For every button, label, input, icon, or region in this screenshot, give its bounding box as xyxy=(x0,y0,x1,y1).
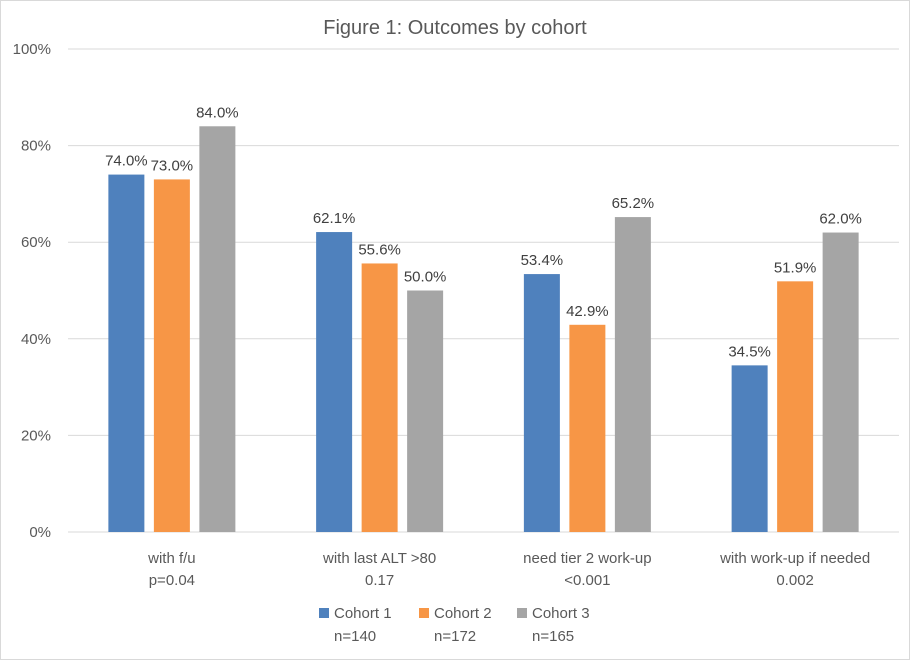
bar xyxy=(407,290,444,532)
bar xyxy=(153,179,190,532)
legend-sublabel: n=165 xyxy=(532,628,574,645)
bar xyxy=(523,274,560,532)
bar xyxy=(108,174,145,532)
y-tick-label: 40% xyxy=(21,331,51,348)
y-tick-label: 20% xyxy=(21,427,51,444)
legend-swatch xyxy=(517,608,527,618)
legend-label: Cohort 1 xyxy=(334,605,392,622)
x-tick-sublabel: p=0.04 xyxy=(149,572,195,589)
data-label: 65.2% xyxy=(612,195,655,212)
data-label: 50.0% xyxy=(404,269,447,286)
data-labels: 74.0% 73.0% 84.0% 62.1%55.6%50.0% 53.4% 42.9%… xyxy=(105,104,862,360)
bar xyxy=(777,281,814,532)
bar xyxy=(614,217,651,533)
x-tick-label: with work-up if needed xyxy=(719,550,870,567)
bar xyxy=(569,324,606,532)
y-tick-label: 100% xyxy=(13,41,51,58)
data-label: 74.0% xyxy=(105,153,148,170)
data-label: 62.0% xyxy=(819,211,862,228)
chart-title: Figure 1: Outcomes by cohort xyxy=(323,17,587,39)
bar xyxy=(361,263,398,532)
legend-label: Cohort 3 xyxy=(532,605,590,622)
legend-sublabel: n=140 xyxy=(334,628,376,645)
bar xyxy=(822,232,859,533)
x-tick-label: need tier 2 work-up xyxy=(523,550,651,567)
gridlines xyxy=(68,48,899,533)
x-tick-sublabel: 0.17 xyxy=(365,572,394,589)
x-tick-label: with last ALT >80 xyxy=(322,550,436,567)
y-tick-label: 0% xyxy=(29,524,51,541)
legend-sublabel: n=172 xyxy=(434,628,476,645)
y-tick-label: 80% xyxy=(21,138,51,155)
data-label: 34.5% xyxy=(728,343,771,360)
bars xyxy=(108,126,859,533)
x-tick-sublabel: 0.002 xyxy=(776,572,814,589)
y-tick-label: 60% xyxy=(21,234,51,251)
legend-swatch xyxy=(419,608,429,618)
bar xyxy=(731,365,768,532)
x-tick-label: with f/u xyxy=(147,550,196,567)
legend-label: Cohort 2 xyxy=(434,605,492,622)
data-label: 51.9% xyxy=(774,259,817,276)
data-label: 53.4% xyxy=(521,252,564,269)
data-label: 55.6% xyxy=(358,241,401,258)
y-axis-ticks: 0% 20% 40% 60% 80% 100% xyxy=(13,41,51,541)
x-axis-ticks: with f/u p=0.04 with last ALT >80 0.17 need … xyxy=(147,550,870,589)
x-tick-sublabel: <0.001 xyxy=(564,572,610,589)
legend-swatch xyxy=(319,608,329,618)
bar xyxy=(199,126,236,532)
data-label: 73.0% xyxy=(151,157,194,174)
data-label: 42.9% xyxy=(566,303,609,320)
legend: Cohort 1 n=140 Cohort 2 n=172 Cohort 3 n=165 xyxy=(319,605,590,645)
data-label: 84.0% xyxy=(196,104,239,121)
bar xyxy=(316,232,353,532)
data-label: 62.1% xyxy=(313,210,356,227)
